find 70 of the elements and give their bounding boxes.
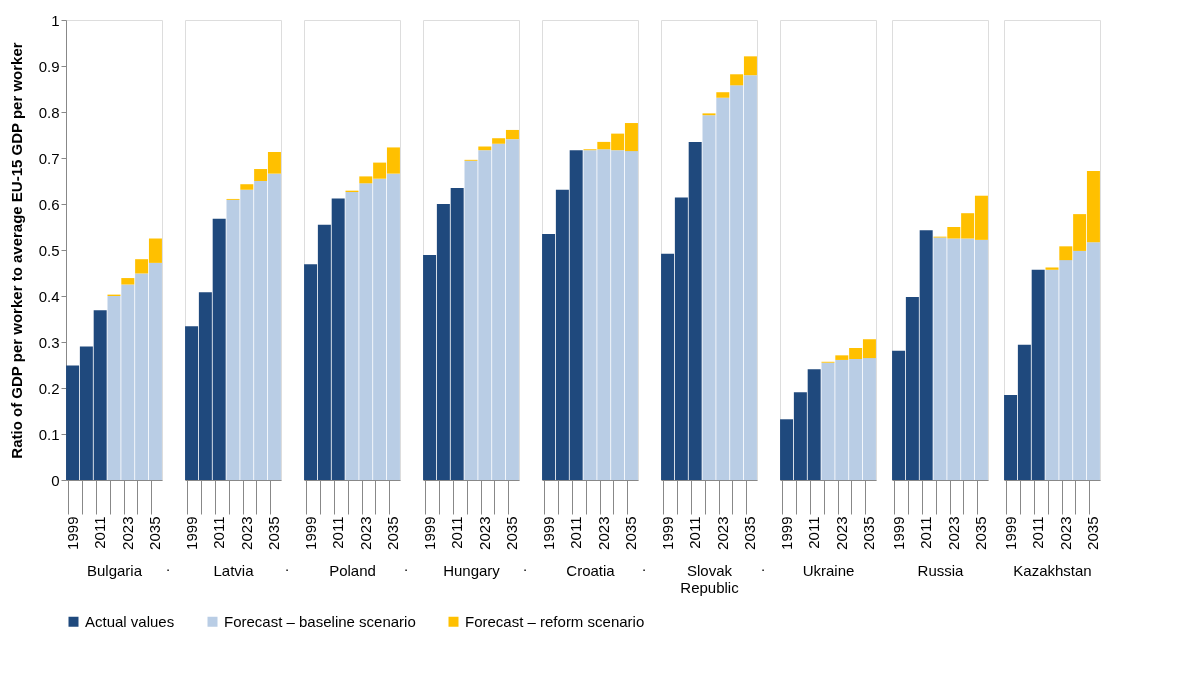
y-tick-label: 0.9	[38, 57, 60, 75]
y-tick-label: 0	[51, 471, 60, 489]
x-axis-title: Croatia	[566, 561, 616, 579]
x-axis-title: Latvia	[213, 561, 255, 579]
x-tick-label: 2011	[567, 516, 585, 549]
y-tick-label: 0.8	[38, 103, 60, 121]
x-tick-label: 2023	[832, 516, 850, 550]
x-axis-title: Kazakhstan	[1013, 561, 1092, 579]
y-tick-label: 0.1	[38, 425, 60, 443]
x-tick-label: 2035	[1084, 516, 1102, 550]
x-tick-label: 2011	[686, 516, 704, 549]
x-tick-label: 2011	[917, 516, 935, 549]
y-tick-label: 0.4	[38, 287, 60, 305]
x-tick-label: 2023	[118, 516, 136, 550]
text: .	[284, 557, 290, 574]
x-tick-label: 2011	[805, 516, 823, 549]
y-tick-label: 0.5	[38, 241, 60, 259]
x-axis-title: Hungary	[443, 561, 501, 579]
legend-label: Forecast – reform scenario	[465, 612, 645, 630]
x-tick-label: 1999	[301, 516, 319, 550]
x-tick-label: 2023	[944, 516, 962, 550]
x-tick-label: 2023	[1056, 516, 1074, 550]
x-tick-label: 2011	[210, 516, 228, 549]
x-tick-label: 2023	[713, 516, 731, 550]
x-tick-label: 1999	[1001, 516, 1019, 550]
x-tick-label: 2023	[237, 516, 255, 550]
x-tick-label: 1999	[889, 516, 907, 550]
x-axis-title: Slovak Republic	[680, 561, 740, 596]
x-tick-label: 2023	[594, 516, 612, 550]
x-axis-title: Ukraine	[802, 561, 855, 579]
y-tick-label: 0.2	[38, 379, 60, 397]
x-tick-label: 1999	[777, 516, 795, 550]
x-tick-label: 2035	[622, 516, 640, 550]
x-tick-label: 2011	[1029, 516, 1047, 549]
x-tick-label: 1999	[182, 516, 200, 550]
x-tick-label: 1999	[420, 516, 438, 550]
x-tick-label: 2035	[972, 516, 990, 550]
text: .	[641, 557, 647, 574]
x-tick-label: 2011	[91, 516, 109, 549]
x-tick-label: 2035	[860, 516, 878, 550]
y-tick-label: 0.3	[38, 333, 60, 351]
x-tick-label: 2035	[503, 516, 521, 550]
y-tick-label: 0.7	[38, 149, 60, 167]
text: .	[165, 557, 171, 574]
bar	[121, 278, 135, 285]
x-tick-label: 2023	[356, 516, 374, 550]
text: .	[522, 557, 528, 574]
x-tick-label: 2035	[146, 516, 164, 550]
x-tick-label: 1999	[63, 516, 81, 550]
x-tick-label: 2035	[741, 516, 759, 550]
y-tick-label: 0.6	[38, 195, 60, 213]
x-axis-title: Poland	[329, 561, 376, 579]
legend-label: Forecast – baseline scenario	[224, 612, 416, 630]
x-tick-label: 2011	[448, 516, 466, 549]
x-axis-title: Russia	[917, 561, 965, 579]
x-tick-label: 1999	[539, 516, 557, 550]
text: .	[403, 557, 409, 574]
x-tick-label: 2035	[384, 516, 402, 550]
x-tick-label: 1999	[658, 516, 676, 550]
y-axis-title: Ratio of GDP per worker to average EU-15 GDP per worker	[7, 42, 25, 459]
bar	[240, 184, 254, 190]
text: .	[760, 557, 766, 574]
x-tick-label: 2011	[329, 516, 347, 549]
x-axis-title: Bulgaria	[86, 561, 143, 579]
legend-label: Actual values	[85, 612, 175, 630]
bar	[1045, 267, 1059, 270]
bar	[716, 92, 730, 98]
x-tick-label: 2035	[265, 516, 283, 550]
y-tick-label: 1	[51, 11, 60, 29]
x-tick-label: 2023	[475, 516, 493, 550]
